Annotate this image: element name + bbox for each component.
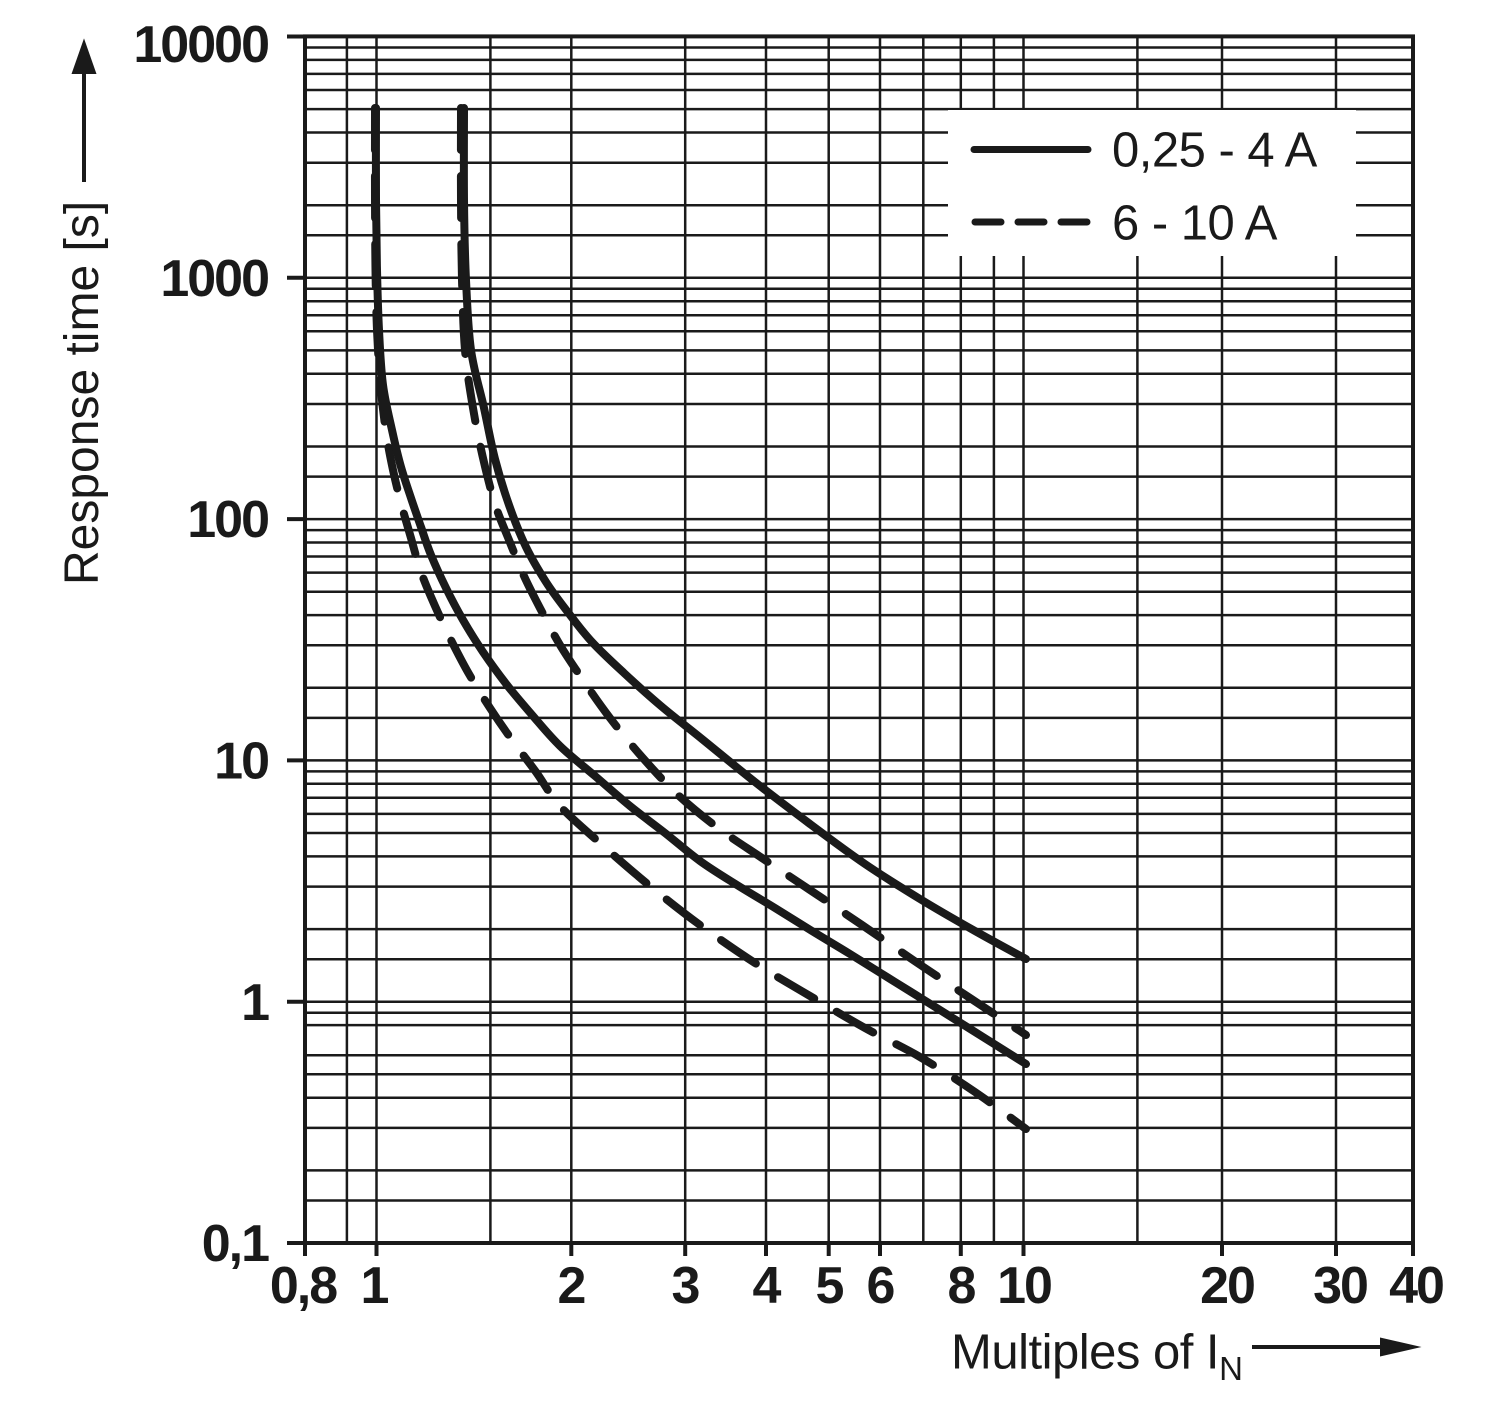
- svg-text:0,1: 0,1: [202, 1215, 269, 1273]
- svg-text:0,25 - 4 A: 0,25 - 4 A: [1112, 124, 1318, 178]
- svg-text:2: 2: [558, 1257, 585, 1315]
- svg-text:1000: 1000: [160, 250, 268, 308]
- svg-text:6 - 10 A: 6 - 10 A: [1112, 197, 1278, 251]
- svg-text:Response time [s]: Response time [s]: [56, 201, 109, 585]
- svg-text:30: 30: [1313, 1257, 1367, 1315]
- svg-text:40: 40: [1389, 1257, 1443, 1315]
- svg-text:4: 4: [753, 1257, 782, 1315]
- svg-text:10: 10: [214, 733, 268, 791]
- svg-text:5: 5: [816, 1257, 844, 1315]
- svg-text:3: 3: [672, 1257, 700, 1315]
- svg-text:Multiples of IN: Multiples of IN: [951, 1326, 1242, 1388]
- svg-text:20: 20: [1200, 1257, 1254, 1315]
- svg-text:6: 6: [867, 1257, 895, 1315]
- svg-text:0,8: 0,8: [270, 1257, 337, 1315]
- svg-text:10000: 10000: [133, 16, 268, 74]
- svg-text:1: 1: [361, 1257, 389, 1315]
- svg-text:100: 100: [187, 491, 268, 549]
- svg-text:10: 10: [997, 1257, 1051, 1315]
- svg-text:8: 8: [948, 1257, 976, 1315]
- svg-text:1: 1: [241, 974, 269, 1032]
